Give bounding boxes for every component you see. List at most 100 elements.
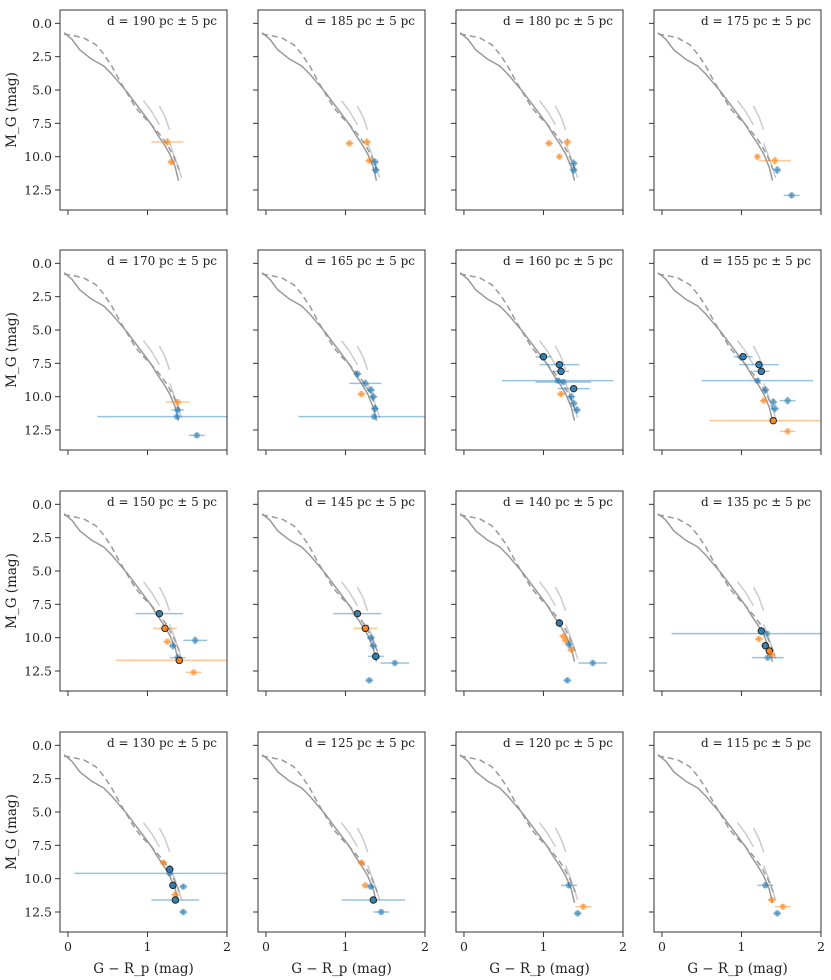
blue-data-point <box>589 659 596 667</box>
panel-title: d = 170 pc ± 5 pc <box>107 254 217 268</box>
isochrone-light-line <box>142 340 161 366</box>
isochrone-light-line <box>736 100 755 126</box>
isochrone-dashed-line <box>63 273 180 411</box>
isochrone-solid-line <box>459 272 576 421</box>
isochrone-light-line <box>340 581 359 607</box>
isochrone-solid-line <box>459 513 576 662</box>
blue-data-point <box>555 360 564 369</box>
isochrone-dashed-line <box>657 514 774 652</box>
isochrone-light-line <box>538 581 557 607</box>
isochrone-dashed-line <box>261 33 378 171</box>
x-axis-label: G − R_p (mag) <box>489 961 590 977</box>
panel-title: d = 155 pc ± 5 pc <box>701 254 811 268</box>
panel: d = 160 pc ± 5 pc <box>451 249 624 455</box>
x-tick-label: 1 <box>737 939 745 954</box>
blue-data-point <box>570 166 577 174</box>
isochrone-light-line <box>356 586 369 612</box>
isochrone-solid-line <box>657 272 774 421</box>
blue-data-point <box>570 160 577 167</box>
isochrone-light-line <box>736 822 755 848</box>
y-tick-label: 5.0 <box>32 805 52 820</box>
orange-data-point <box>771 157 779 164</box>
orange-data-point <box>769 416 777 425</box>
orange-data-point <box>161 624 169 633</box>
blue-data-point <box>754 377 761 384</box>
y-tick-label: 2.5 <box>32 530 52 545</box>
x-tick-label: 2 <box>817 939 825 954</box>
orange-data-point <box>164 138 171 146</box>
blue-data-point <box>573 406 581 414</box>
isochrone-dashed-line <box>657 755 774 893</box>
isochrone-dashed-line <box>459 33 576 171</box>
isochrone-dashed-line <box>63 755 180 893</box>
blue-data-point <box>570 400 577 407</box>
isochrone-solid-line <box>261 272 378 421</box>
blue-data-point <box>173 413 181 420</box>
y-tick-label: 0.0 <box>32 738 52 753</box>
blue-data-point <box>369 896 378 904</box>
panel-frame <box>257 490 426 692</box>
y-tick-label: 10.0 <box>24 149 52 164</box>
blue-data-point <box>370 413 378 420</box>
y-tick-label: 10.0 <box>24 871 52 886</box>
blue-data-point <box>774 166 781 174</box>
blue-data-point <box>193 432 200 439</box>
blue-data-point <box>757 367 766 376</box>
x-tick-label: 1 <box>341 939 349 954</box>
y-tick-label: 12.5 <box>24 423 52 438</box>
blue-data-point <box>564 677 571 684</box>
y-tick-label: 12.5 <box>24 664 52 679</box>
panel-title: d = 145 pc ± 5 pc <box>305 495 415 509</box>
panel: 0 1 2 d = 120 pc ± 5 pc G − R_p (mag) <box>451 731 627 977</box>
isochrone-light-line <box>158 827 171 853</box>
blue-data-point <box>371 405 379 412</box>
panel: d = 145 pc ± 5 pc <box>253 490 426 696</box>
blue-data-point <box>771 405 779 412</box>
orange-data-point <box>363 138 371 146</box>
panel-title: d = 180 pc ± 5 pc <box>503 14 613 28</box>
isochrone-light-line <box>752 586 765 612</box>
orange-data-point <box>174 398 181 406</box>
blue-data-point <box>784 397 791 404</box>
isochrone-solid-line <box>63 513 180 662</box>
blue-data-point <box>557 367 565 376</box>
panel-title: d = 125 pc ± 5 pc <box>305 736 415 750</box>
isochrone-light-line <box>142 100 161 126</box>
panel: 0 1 2 0.0 2.5 5.0 7.5 10.0 12.5 d = 130 pc ± 5 pc… <box>4 731 231 977</box>
panel-plot-area <box>657 272 821 435</box>
panel: 0.0 2.5 5.0 7.5 10.0 12.5 d = 170 pc ± 5 pc M_G… <box>4 249 228 455</box>
y-tick-label: 7.5 <box>32 597 52 612</box>
isochrone-light-line <box>554 345 567 371</box>
panel: d = 180 pc ± 5 pc <box>451 9 624 215</box>
orange-data-point <box>557 390 565 398</box>
orange-data-point <box>779 903 787 910</box>
y-tick-label: 0.0 <box>32 16 52 31</box>
x-tick-label: 2 <box>223 939 231 954</box>
panel-frame <box>59 9 228 211</box>
panel-frame <box>455 731 624 933</box>
isochrone-solid-line <box>261 32 378 181</box>
blue-data-point <box>539 352 548 361</box>
blue-data-point <box>180 908 187 916</box>
blue-data-point <box>565 882 573 889</box>
panel: 0.0 2.5 5.0 7.5 10.0 12.5 d = 150 pc ± 5 pc M_G… <box>4 490 228 696</box>
panel-frame <box>257 9 426 211</box>
isochrone-dashed-line <box>63 514 180 652</box>
isochrone-solid-line <box>63 754 180 903</box>
y-tick-label: 7.5 <box>32 116 52 131</box>
panel-frame <box>653 9 822 211</box>
blue-data-point <box>755 360 763 369</box>
orange-data-point <box>556 153 563 160</box>
panel-frame <box>59 731 228 933</box>
y-tick-label: 0.0 <box>32 497 52 512</box>
isochrone-solid-line <box>261 513 378 662</box>
panel: 0 1 2 d = 115 pc ± 5 pc G − R_p (mag) <box>649 731 825 977</box>
y-tick-label: 10.0 <box>24 389 52 404</box>
blue-data-point <box>191 637 199 644</box>
isochrone-solid-line <box>261 754 378 903</box>
panel-frame <box>653 490 822 692</box>
orange-data-point <box>784 428 791 435</box>
blue-data-point <box>353 609 362 618</box>
x-tick-label: 1 <box>539 939 547 954</box>
isochrone-light-line <box>538 100 557 126</box>
